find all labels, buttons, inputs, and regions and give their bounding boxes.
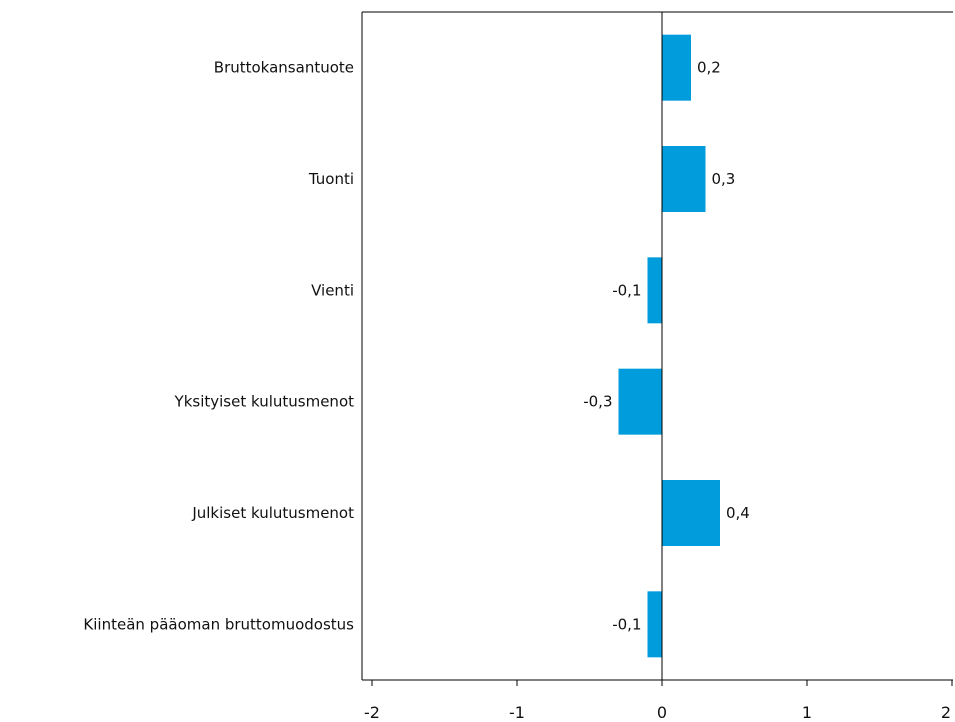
category-label-5: Kiinteän pääoman bruttomuodostus	[83, 615, 354, 633]
bar-3	[618, 368, 662, 435]
category-label-1: Tuonti	[308, 170, 354, 188]
category-label-4: Julkiset kulutusmenot	[191, 504, 354, 522]
bar-4	[662, 480, 720, 546]
x-tick-label-1: -1	[509, 703, 525, 722]
category-label-3: Yksityiset kulutusmenot	[174, 393, 355, 411]
bar-2	[647, 257, 662, 324]
data-label-2: -0,1	[612, 281, 641, 299]
data-label-0: 0,2	[697, 59, 721, 77]
category-label-2: Vienti	[311, 281, 354, 299]
bar-0	[662, 34, 691, 101]
data-label-5: -0,1	[612, 615, 641, 633]
data-label-1: 0,3	[712, 170, 736, 188]
bars-layer	[618, 34, 720, 658]
data-label-3: -0,3	[583, 393, 612, 411]
data-label-4: 0,4	[726, 504, 750, 522]
x-tick-label-2: 0	[657, 703, 667, 722]
x-tick-label-4: 2	[941, 703, 951, 722]
bar-1	[662, 146, 706, 212]
axes-layer: -2 -1 0 1 2	[361, 11, 953, 722]
x-tick-label-3: 1	[802, 703, 812, 722]
category-label-0: Bruttokansantuote	[214, 59, 354, 77]
x-tick-label-0: -2	[364, 703, 380, 722]
bar-5	[647, 591, 662, 658]
labels-layer: Bruttokansantuote 0,2 Tuonti 0,3 Vienti -0,1 Y…	[83, 59, 749, 634]
